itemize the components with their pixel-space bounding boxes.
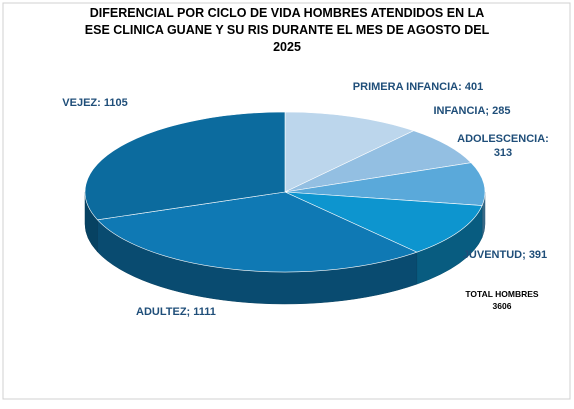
chart-title: 2025: [273, 40, 301, 54]
annotation: 3606: [493, 301, 512, 311]
data-label: INFANCIA; 285: [433, 105, 510, 117]
slice: [84, 111, 286, 221]
annotation: TOTAL HOMBRES: [465, 289, 539, 299]
labels: PRIMERA INFANCIA: 401 INFANCIA; 285 ADOLES…: [62, 81, 549, 318]
data-label: VEJEZ: 1105: [62, 97, 127, 109]
data-label: JUVENTUD; 391: [463, 249, 547, 261]
chart-title: DIFERENCIAL POR CICLO DE VIDA HOMBRES AT…: [90, 6, 484, 20]
slice: [96, 191, 418, 273]
chart-title: ESE CLINICA GUANE Y SU RIS DURANTE EL ME…: [85, 23, 490, 37]
slice: [284, 130, 472, 193]
data-label: PRIMERA INFANCIA: 401: [353, 81, 483, 93]
pie: [84, 111, 486, 305]
slice: [284, 191, 483, 253]
data-label: ADULTEZ; 1111: [136, 306, 216, 318]
data-label: ADOLESCENCIA: 313: [457, 133, 549, 159]
slice: [284, 162, 486, 206]
slice: [284, 111, 415, 193]
